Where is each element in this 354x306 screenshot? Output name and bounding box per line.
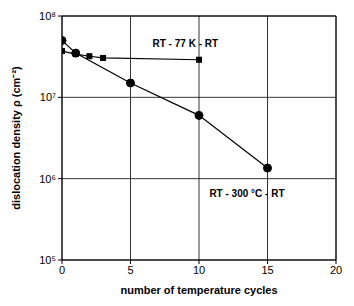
svg-text:10⁵: 10⁵ bbox=[39, 254, 56, 266]
svg-text:number of temperature cycles: number of temperature cycles bbox=[120, 284, 277, 296]
svg-text:15: 15 bbox=[261, 264, 273, 276]
svg-text:5: 5 bbox=[127, 264, 133, 276]
svg-text:0: 0 bbox=[59, 264, 65, 276]
svg-text:dislocation density ρ (cm⁻²): dislocation density ρ (cm⁻²) bbox=[10, 66, 22, 210]
svg-text:RT - 300 °C - RT: RT - 300 °C - RT bbox=[209, 188, 284, 199]
svg-text:20: 20 bbox=[330, 264, 342, 276]
svg-text:10⁸: 10⁸ bbox=[39, 10, 56, 22]
svg-text:10⁷: 10⁷ bbox=[40, 91, 56, 103]
svg-text:10⁶: 10⁶ bbox=[39, 173, 56, 185]
svg-text:10: 10 bbox=[193, 264, 205, 276]
svg-text:RT - 77 K - RT: RT - 77 K - RT bbox=[153, 38, 219, 49]
